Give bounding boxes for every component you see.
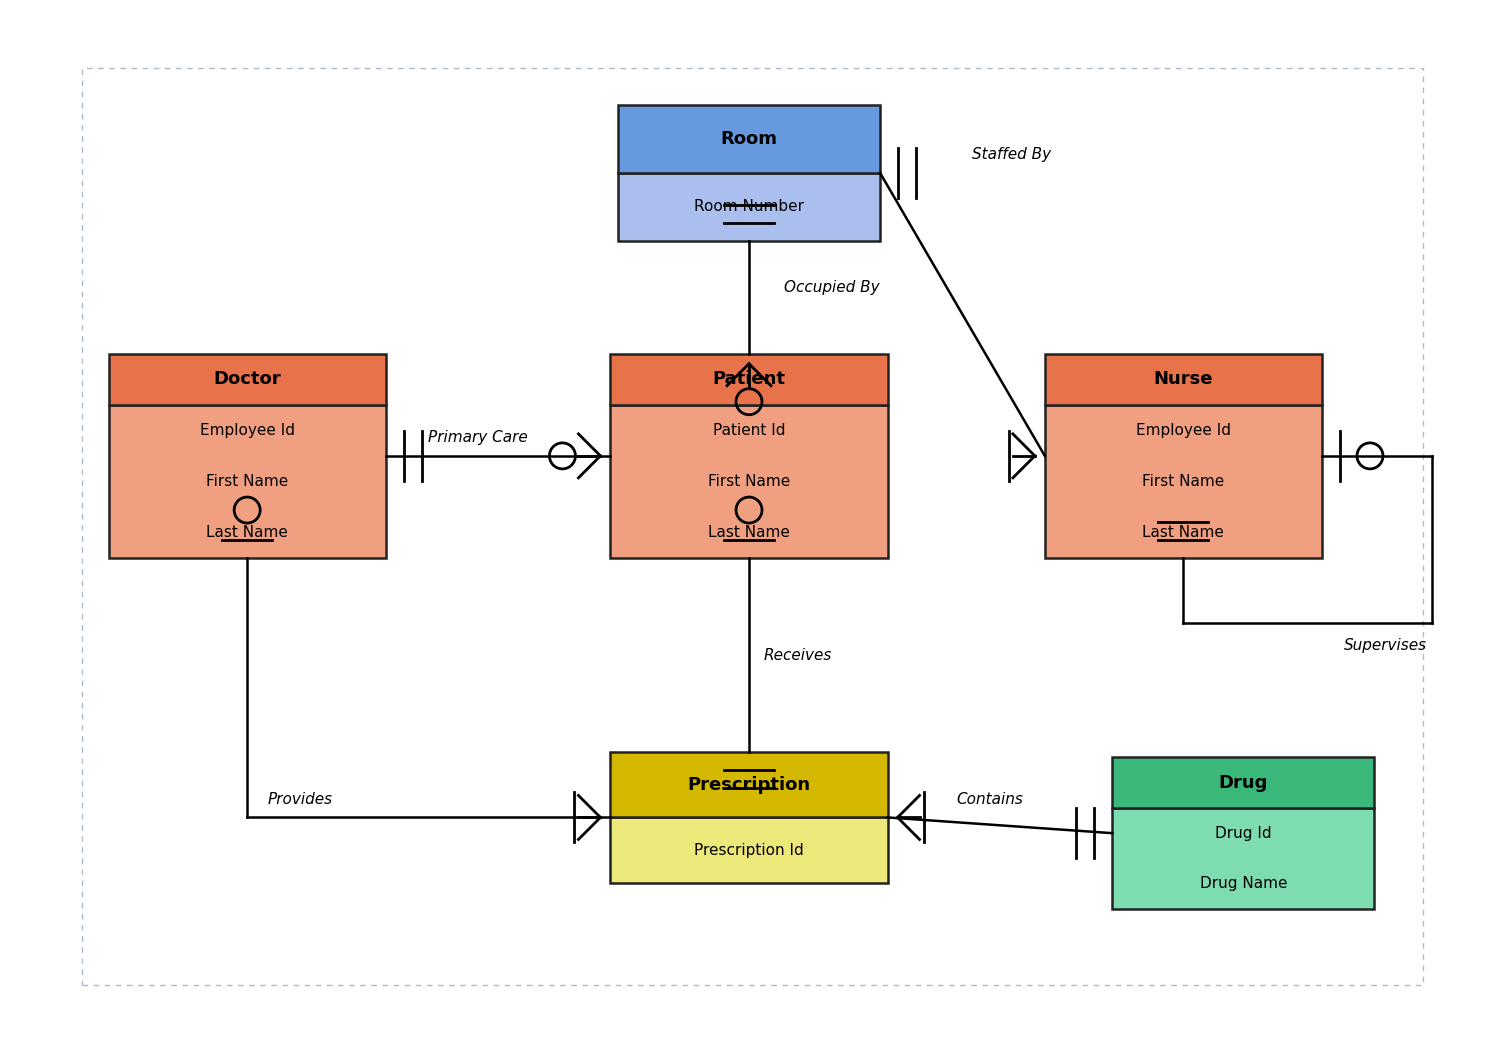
- Text: Supervises: Supervises: [1344, 638, 1428, 653]
- FancyBboxPatch shape: [619, 173, 881, 241]
- Text: Drug Id: Drug Id: [1215, 826, 1272, 840]
- Text: First Name: First Name: [709, 474, 789, 489]
- FancyBboxPatch shape: [611, 817, 888, 882]
- Text: Patient Id: Patient Id: [713, 422, 785, 438]
- Text: Drug Name: Drug Name: [1200, 876, 1287, 891]
- FancyBboxPatch shape: [611, 405, 888, 559]
- Text: Doctor: Doctor: [213, 370, 282, 388]
- Text: Nurse: Nurse: [1153, 370, 1213, 388]
- Text: Patient: Patient: [713, 370, 785, 388]
- Text: Contains: Contains: [957, 792, 1023, 807]
- Text: Prescription: Prescription: [688, 776, 810, 793]
- Text: Last Name: Last Name: [709, 525, 789, 540]
- FancyBboxPatch shape: [1046, 405, 1323, 559]
- Text: Room: Room: [721, 130, 777, 148]
- Text: Staffed By: Staffed By: [972, 148, 1052, 162]
- Text: Last Name: Last Name: [207, 525, 288, 540]
- FancyBboxPatch shape: [1046, 354, 1323, 405]
- Text: Prescription Id: Prescription Id: [694, 843, 804, 857]
- FancyBboxPatch shape: [619, 105, 881, 173]
- Text: First Name: First Name: [207, 474, 288, 489]
- Text: Provides: Provides: [267, 792, 333, 807]
- FancyBboxPatch shape: [1112, 808, 1374, 910]
- Text: Employee Id: Employee Id: [1135, 422, 1231, 438]
- FancyBboxPatch shape: [611, 752, 888, 817]
- Text: Drug: Drug: [1219, 773, 1267, 791]
- Text: Room Number: Room Number: [694, 199, 804, 215]
- Text: Occupied By: Occupied By: [783, 280, 879, 294]
- Text: First Name: First Name: [1143, 474, 1224, 489]
- FancyBboxPatch shape: [109, 405, 386, 559]
- FancyBboxPatch shape: [611, 354, 888, 405]
- FancyBboxPatch shape: [1112, 758, 1374, 808]
- Text: Last Name: Last Name: [1143, 525, 1224, 540]
- Text: Primary Care: Primary Care: [428, 431, 527, 445]
- Text: Receives: Receives: [764, 648, 833, 662]
- Text: Employee Id: Employee Id: [199, 422, 295, 438]
- FancyBboxPatch shape: [109, 354, 386, 405]
